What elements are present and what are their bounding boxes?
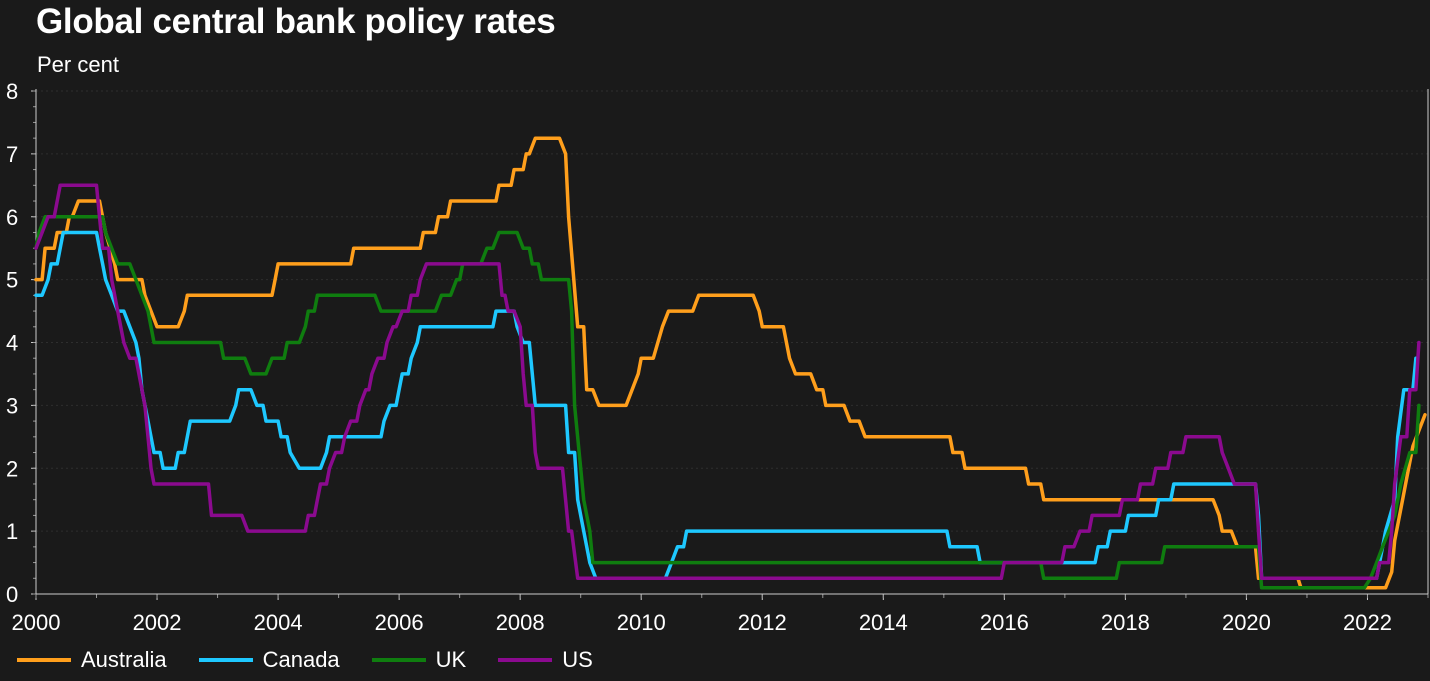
x-tick-label: 2000 [12,610,61,635]
y-axis-label: Per cent [37,52,119,77]
legend: Australia Canada UK US [17,647,625,673]
series-lines [34,136,1427,590]
x-tick-label: 2002 [133,610,182,635]
y-tick-label: 0 [6,582,18,607]
gridlines [36,90,1428,532]
x-tick-label: 2008 [496,610,545,635]
x-tick-label: 2004 [254,610,303,635]
y-tick-label: 1 [6,519,18,544]
x-tick-label: 2014 [859,610,908,635]
y-tick-label: 2 [6,456,18,481]
legend-item-uk: UK [371,647,467,673]
legend-swatch [198,658,253,662]
legend-swatch [371,658,426,662]
legend-label: Australia [81,647,167,672]
x-tick-label: 2006 [375,610,424,635]
legend-label: UK [435,647,467,672]
y-tick-label: 8 [6,79,18,104]
x-tick-label: 2020 [1222,610,1271,635]
legend-item-australia: Australia [17,647,167,673]
tick-labels: 0 1 2 3 4 5 6 7 8 2000 2002 2004 2006 2008 2010 2012 201… [6,79,1392,635]
legend-swatch [498,658,553,662]
y-tick-label: 4 [6,331,18,356]
x-tick-label: 2022 [1343,610,1392,635]
y-tick-label: 6 [6,205,18,230]
axes [31,89,1429,600]
x-tick-label: 2018 [1101,610,1150,635]
x-tick-label: 2016 [980,610,1029,635]
y-tick-label: 5 [6,268,18,293]
series-line-uk [34,215,1421,590]
legend-label: Canada [262,647,340,672]
legend-item-us: US [498,647,593,673]
series-line-us [34,183,1421,581]
y-tick-label: 3 [6,393,18,418]
series-line-australia [34,136,1427,590]
chart-title: Global central bank policy rates [36,2,556,41]
legend-label: US [562,647,593,672]
y-tick-label: 7 [6,142,18,167]
legend-swatch [17,658,71,662]
legend-item-canada: Canada [198,647,340,673]
x-tick-label: 2012 [738,610,787,635]
x-tick-label: 2010 [617,610,666,635]
